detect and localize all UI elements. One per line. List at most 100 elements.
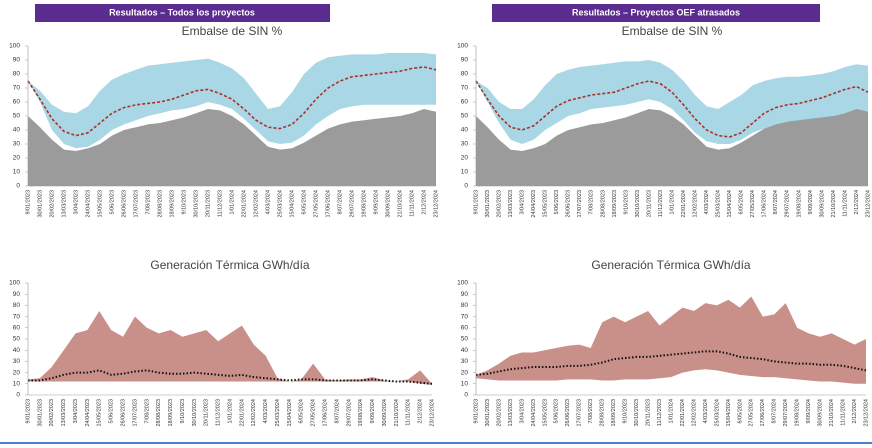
x-tick-label: 17/07/2023 <box>132 399 138 427</box>
y-tick-label: 70 <box>13 85 21 92</box>
y-tick-label: 60 <box>13 325 21 332</box>
banner-bar <box>492 4 820 22</box>
x-tick-label: 18/09/2023 <box>611 399 617 427</box>
x-tick-label: 27/05/2024 <box>750 190 756 218</box>
x-tick-label: 30/01/2023 <box>37 190 43 218</box>
area <box>28 109 436 186</box>
x-tick-label: 17/07/2023 <box>577 399 583 427</box>
y-tick-label: 90 <box>461 291 469 298</box>
x-tick-label: 11/12/2023 <box>216 399 222 426</box>
y-tick-label: 60 <box>461 325 469 332</box>
y-tick-label: 50 <box>13 113 21 120</box>
x-tick-label: 6/05/2024 <box>301 190 307 214</box>
x-tick-label: 3/04/2023 <box>519 399 525 423</box>
x-tick-label: 29/07/2024 <box>785 190 791 218</box>
x-tick-label: 24/04/2023 <box>85 399 91 427</box>
x-tick-label: 23/12/2024 <box>865 190 871 218</box>
x-tick-label: 30/10/2023 <box>192 399 198 427</box>
x-tick-label: 23/12/2024 <box>433 190 439 218</box>
y-tick-label: 50 <box>13 336 21 343</box>
x-tick-label: 3/04/2023 <box>73 399 79 423</box>
y-tick-label: 40 <box>461 127 469 134</box>
x-tick-label: 9/10/2023 <box>181 190 187 214</box>
x-tick-label: 28/08/2023 <box>156 399 162 427</box>
x-tick-label: 30/09/2024 <box>382 399 388 427</box>
x-tick-label: 17/07/2023 <box>133 190 139 218</box>
x-tick-label: 28/08/2023 <box>600 190 606 218</box>
x-tick-label: 12/02/2024 <box>693 190 699 218</box>
x-tick-label: 6/05/2024 <box>299 399 305 423</box>
x-tick-label: 15/05/2023 <box>97 399 103 427</box>
y-tick-label: 30 <box>13 358 21 365</box>
x-tick-label: 20/11/2023 <box>646 190 652 217</box>
y-tick-label: 80 <box>461 71 469 78</box>
x-tick-label: 11/12/2023 <box>657 399 663 426</box>
x-tick-label: 2/12/2024 <box>421 190 427 214</box>
y-tick-label: 10 <box>13 381 21 388</box>
y-tick-label: 100 <box>457 280 468 287</box>
x-tick-label: 7/08/2023 <box>589 190 595 214</box>
x-tick-label: 13/03/2023 <box>61 190 67 218</box>
y-tick-label: 0 <box>16 183 20 190</box>
y-tick-label: 70 <box>461 85 469 92</box>
y-tick-label: 20 <box>13 155 21 162</box>
x-tick-label: 1/01/2024 <box>668 399 674 423</box>
x-tick-label: 26/06/2023 <box>121 399 127 427</box>
x-tick-label: 30/01/2023 <box>37 399 43 427</box>
x-tick-label: 17/07/2023 <box>577 190 583 218</box>
x-tick-label: 25/03/2024 <box>275 399 281 427</box>
x-tick-label: 27/05/2024 <box>311 399 317 427</box>
x-tick-label: 15/04/2024 <box>727 190 733 218</box>
x-tick-label: 19/08/2024 <box>361 190 367 218</box>
y-tick-label: 60 <box>13 99 21 106</box>
chart-title: Embalse de SIN % <box>182 24 283 38</box>
x-tick-label: 20/11/2023 <box>204 399 210 426</box>
x-tick-label: 6/05/2024 <box>737 399 743 423</box>
x-tick-label: 21/10/2024 <box>831 190 837 218</box>
x-tick-label: 27/05/2024 <box>749 399 755 427</box>
x-tick-label: 30/09/2024 <box>819 190 825 218</box>
x-tick-label: 19/08/2024 <box>795 399 801 427</box>
x-tick-label: 27/05/2024 <box>313 190 319 218</box>
x-tick-label: 11/11/2024 <box>409 190 415 217</box>
y-tick-label: 10 <box>13 169 21 176</box>
x-tick-label: 12/02/2024 <box>691 399 697 427</box>
x-tick-label: 24/04/2023 <box>531 190 537 218</box>
y-tick-label: 0 <box>464 183 468 190</box>
x-tick-label: 20/11/2023 <box>205 190 211 217</box>
x-tick-label: 9/10/2023 <box>180 399 186 423</box>
x-tick-label: 18/09/2023 <box>612 190 618 218</box>
x-tick-label: 11/11/2024 <box>841 399 847 426</box>
y-tick-label: 0 <box>464 392 468 399</box>
y-tick-label: 10 <box>461 169 469 176</box>
x-tick-label: 8/07/2024 <box>334 399 340 423</box>
x-tick-label: 8/07/2024 <box>337 190 343 214</box>
x-tick-label: 8/07/2024 <box>772 399 778 423</box>
x-tick-label: 25/03/2024 <box>277 190 283 218</box>
y-tick-label: 10 <box>461 381 469 388</box>
x-tick-label: 20/11/2023 <box>646 399 652 426</box>
x-tick-label: 20/02/2023 <box>49 190 55 218</box>
x-tick-label: 11/12/2023 <box>217 190 223 217</box>
x-tick-label: 17/06/2024 <box>760 399 766 427</box>
x-tick-label: 18/09/2023 <box>169 190 175 218</box>
x-tick-label: 2/12/2024 <box>852 399 858 423</box>
x-tick-label: 15/05/2023 <box>542 399 548 427</box>
line <box>475 350 867 376</box>
banner: Resultados – Proyectos OEF atrasados <box>572 7 740 17</box>
x-tick-label: 11/11/2024 <box>406 399 412 426</box>
x-tick-label: 21/10/2024 <box>829 399 835 427</box>
y-tick-label: 40 <box>13 347 21 354</box>
x-tick-label: 2/12/2024 <box>418 399 424 423</box>
x-tick-label: 6/05/2024 <box>739 190 745 214</box>
x-tick-label: 18/09/2023 <box>168 399 174 427</box>
x-tick-label: 15/04/2024 <box>726 399 732 427</box>
x-tick-label: 26/06/2023 <box>565 399 571 427</box>
x-tick-label: 13/03/2023 <box>508 190 514 218</box>
x-tick-label: 11/11/2024 <box>842 190 848 217</box>
x-tick-label: 30/01/2023 <box>485 190 491 218</box>
y-tick-label: 100 <box>9 280 20 287</box>
x-tick-label: 20/02/2023 <box>49 399 55 427</box>
y-tick-label: 90 <box>13 291 21 298</box>
x-tick-label: 3/04/2023 <box>73 190 79 214</box>
